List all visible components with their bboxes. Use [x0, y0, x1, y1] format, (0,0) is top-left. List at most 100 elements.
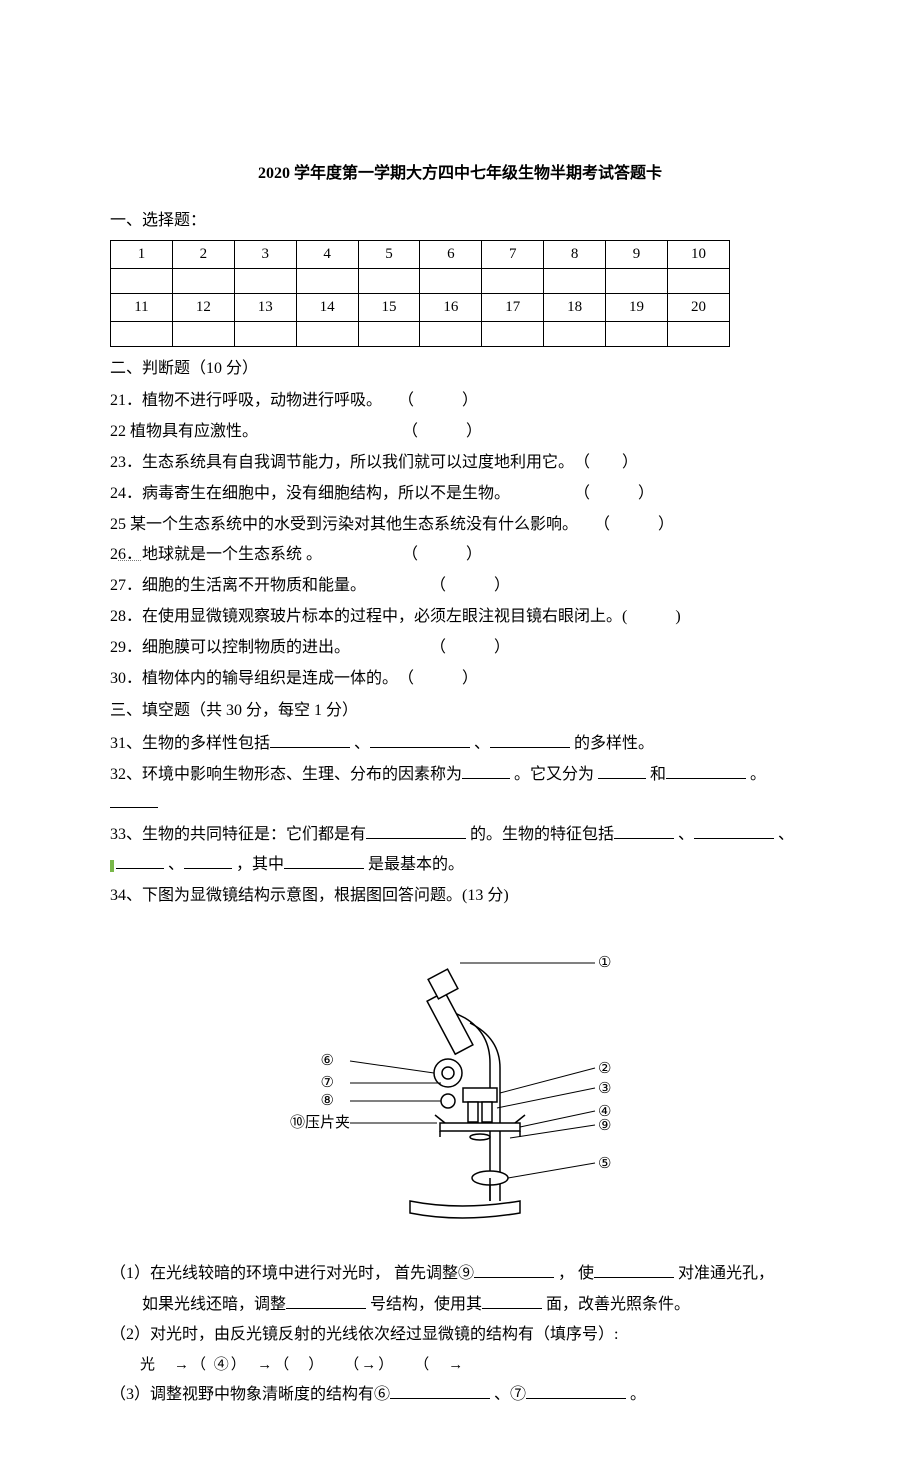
blank[interactable]: [366, 822, 466, 839]
blank[interactable]: [694, 822, 774, 839]
grid-cell[interactable]: [172, 321, 234, 346]
callout-1: ①: [598, 955, 611, 971]
q34-2-arrows: 光 →（ ④） →（ ） （→） （ →: [110, 1352, 810, 1379]
edit-mark-icon: [110, 860, 114, 872]
grid-cell: 11: [111, 293, 173, 321]
q33b-c: 是最基本的。: [368, 856, 464, 873]
q33b-b: ，其中: [236, 856, 284, 873]
grid-row-blank-2: [111, 321, 730, 346]
callout-9: ⑨: [598, 1118, 611, 1134]
grid-row-blank-1: [111, 268, 730, 293]
q32-b: 。它又分为: [514, 766, 598, 783]
microscope-figure: ① ② ③ ④ ⑨ ⑤ ⑥ ⑦ ⑧ ⑩压片夹: [110, 923, 810, 1244]
q26: 26．地球就是一个生态系统 。 （ ）: [110, 541, 810, 570]
grid-cell[interactable]: [482, 321, 544, 346]
q34-3: （3）调整视野中物象清晰度的结构有⑥ 、⑦ 。: [110, 1381, 810, 1410]
q32-d: 。: [750, 766, 766, 783]
blank[interactable]: [490, 731, 570, 748]
q33-line2: 、 ，其中 是最基本的。: [110, 851, 810, 880]
blank[interactable]: [110, 791, 158, 808]
grid-cell[interactable]: [606, 321, 668, 346]
callout-2: ②: [598, 1061, 611, 1077]
callout-5: ⑤: [598, 1156, 611, 1172]
q23: 23．生态系统具有自我调节能力，所以我们就可以过度地利用它。 （ ）: [110, 449, 810, 478]
q34-1c: 对准通光孔，: [678, 1265, 774, 1282]
blank[interactable]: [390, 1382, 490, 1399]
blank[interactable]: [594, 1261, 674, 1278]
grid-cell: 7: [482, 240, 544, 268]
grid-cell: 4: [296, 240, 358, 268]
section-2-heading: 二、判断题（10 分）: [110, 355, 810, 384]
grid-cell[interactable]: [482, 268, 544, 293]
grid-cell[interactable]: [358, 268, 420, 293]
blank[interactable]: [284, 852, 364, 869]
grid-cell[interactable]: [358, 321, 420, 346]
blank[interactable]: [116, 852, 164, 869]
grid-cell: 13: [234, 293, 296, 321]
grid-cell[interactable]: [668, 268, 730, 293]
grid-cell[interactable]: [296, 321, 358, 346]
grid-cell: 20: [668, 293, 730, 321]
grid-cell: 18: [544, 293, 606, 321]
q24: 24．病毒寄生在细胞中，没有细胞结构，所以不是生物。 （ ）: [110, 480, 810, 509]
grid-cell[interactable]: [234, 321, 296, 346]
grid-cell[interactable]: [234, 268, 296, 293]
grid-cell: 1: [111, 240, 173, 268]
q22: 22 植物具有应激性。 （ ）: [110, 418, 810, 447]
callout-8: ⑧: [321, 1093, 334, 1109]
grid-cell: 14: [296, 293, 358, 321]
q34: 34、下图为显微镜结构示意图，根据图回答问题。(13 分): [110, 882, 810, 911]
blank[interactable]: [614, 822, 674, 839]
q32-a: 32、环境中影响生物形态、生理、分布的因素称为: [110, 766, 462, 783]
q34-3b: 、⑦: [494, 1386, 526, 1403]
blank[interactable]: [370, 731, 470, 748]
q31-b: 、: [354, 735, 370, 752]
microscope-diagram: ① ② ③ ④ ⑨ ⑤ ⑥ ⑦ ⑧ ⑩压片夹: [290, 923, 630, 1233]
grid-cell[interactable]: [420, 268, 482, 293]
grid-row-header-2: 11 12 13 14 15 16 17 18 19 20: [111, 293, 730, 321]
grid-cell[interactable]: [111, 321, 173, 346]
section-3-heading: 三、填空题（共 30 分，每空 1 分）: [110, 697, 810, 726]
q32: 32、环境中影响生物形态、生理、分布的因素称为 。它又分为 和 。: [110, 761, 810, 819]
q33-c: 、: [678, 826, 694, 843]
grid-cell[interactable]: [668, 321, 730, 346]
grid-cell[interactable]: [420, 321, 482, 346]
callout-3: ③: [598, 1081, 611, 1097]
q26-rest: 地球就是一个生态系统 。 （ ）: [142, 546, 482, 563]
q34-1-line1: （1）在光线较暗的环境中进行对光时， 首先调整⑨ ， 使 对准通光孔，: [110, 1260, 810, 1289]
blank[interactable]: [462, 762, 510, 779]
grid-cell[interactable]: [296, 268, 358, 293]
q33-d: 、: [778, 826, 794, 843]
grid-cell: 9: [606, 240, 668, 268]
section-1-heading: 一、选择题：: [110, 207, 810, 236]
blank[interactable]: [286, 1292, 366, 1309]
q31-d: 的多样性。: [574, 735, 654, 752]
q30: 30．植物体内的输导组织是连成一体的。 （ ）: [110, 665, 810, 694]
q34-1d: 如果光线还暗，调整: [142, 1296, 286, 1313]
q33-line1: 33、生物的共同特征是：它们都是有 的。生物的特征包括 、 、: [110, 821, 810, 850]
q21: 21．植物不进行呼吸，动物进行呼吸。 （ ）: [110, 387, 810, 416]
blank[interactable]: [482, 1292, 542, 1309]
q34-1a: （1）在光线较暗的环境中进行对光时， 首先调整⑨: [110, 1265, 474, 1282]
grid-cell[interactable]: [606, 268, 668, 293]
blank[interactable]: [184, 852, 232, 869]
grid-cell: 6: [420, 240, 482, 268]
blank[interactable]: [270, 731, 350, 748]
grid-cell[interactable]: [111, 268, 173, 293]
q34-1-line2: 如果光线还暗，调整 号结构，使用其 面，改善光照条件。: [110, 1291, 810, 1320]
q29: 29．细胞膜可以控制物质的进出。 （ ）: [110, 634, 810, 663]
q25: 25 某一个生态系统中的水受到污染对其他生态系统没有什么影响。 （ ）: [110, 511, 810, 540]
q28: 28．在使用显微镜观察玻片标本的过程中，必须左眼注视目镜右眼闭上。( ): [110, 603, 810, 632]
blank[interactable]: [526, 1382, 626, 1399]
answer-grid: 1 2 3 4 5 6 7 8 9 10 11 12 13 14: [110, 240, 730, 347]
q33-b: 的。生物的特征包括: [470, 826, 614, 843]
blank[interactable]: [666, 762, 746, 779]
q33-a: 33、生物的共同特征是：它们都是有: [110, 826, 366, 843]
blank[interactable]: [598, 762, 646, 779]
grid-cell[interactable]: [172, 268, 234, 293]
q31-a: 31、生物的多样性包括: [110, 735, 270, 752]
grid-cell: 2: [172, 240, 234, 268]
blank[interactable]: [474, 1261, 554, 1278]
grid-cell[interactable]: [544, 268, 606, 293]
grid-cell[interactable]: [544, 321, 606, 346]
